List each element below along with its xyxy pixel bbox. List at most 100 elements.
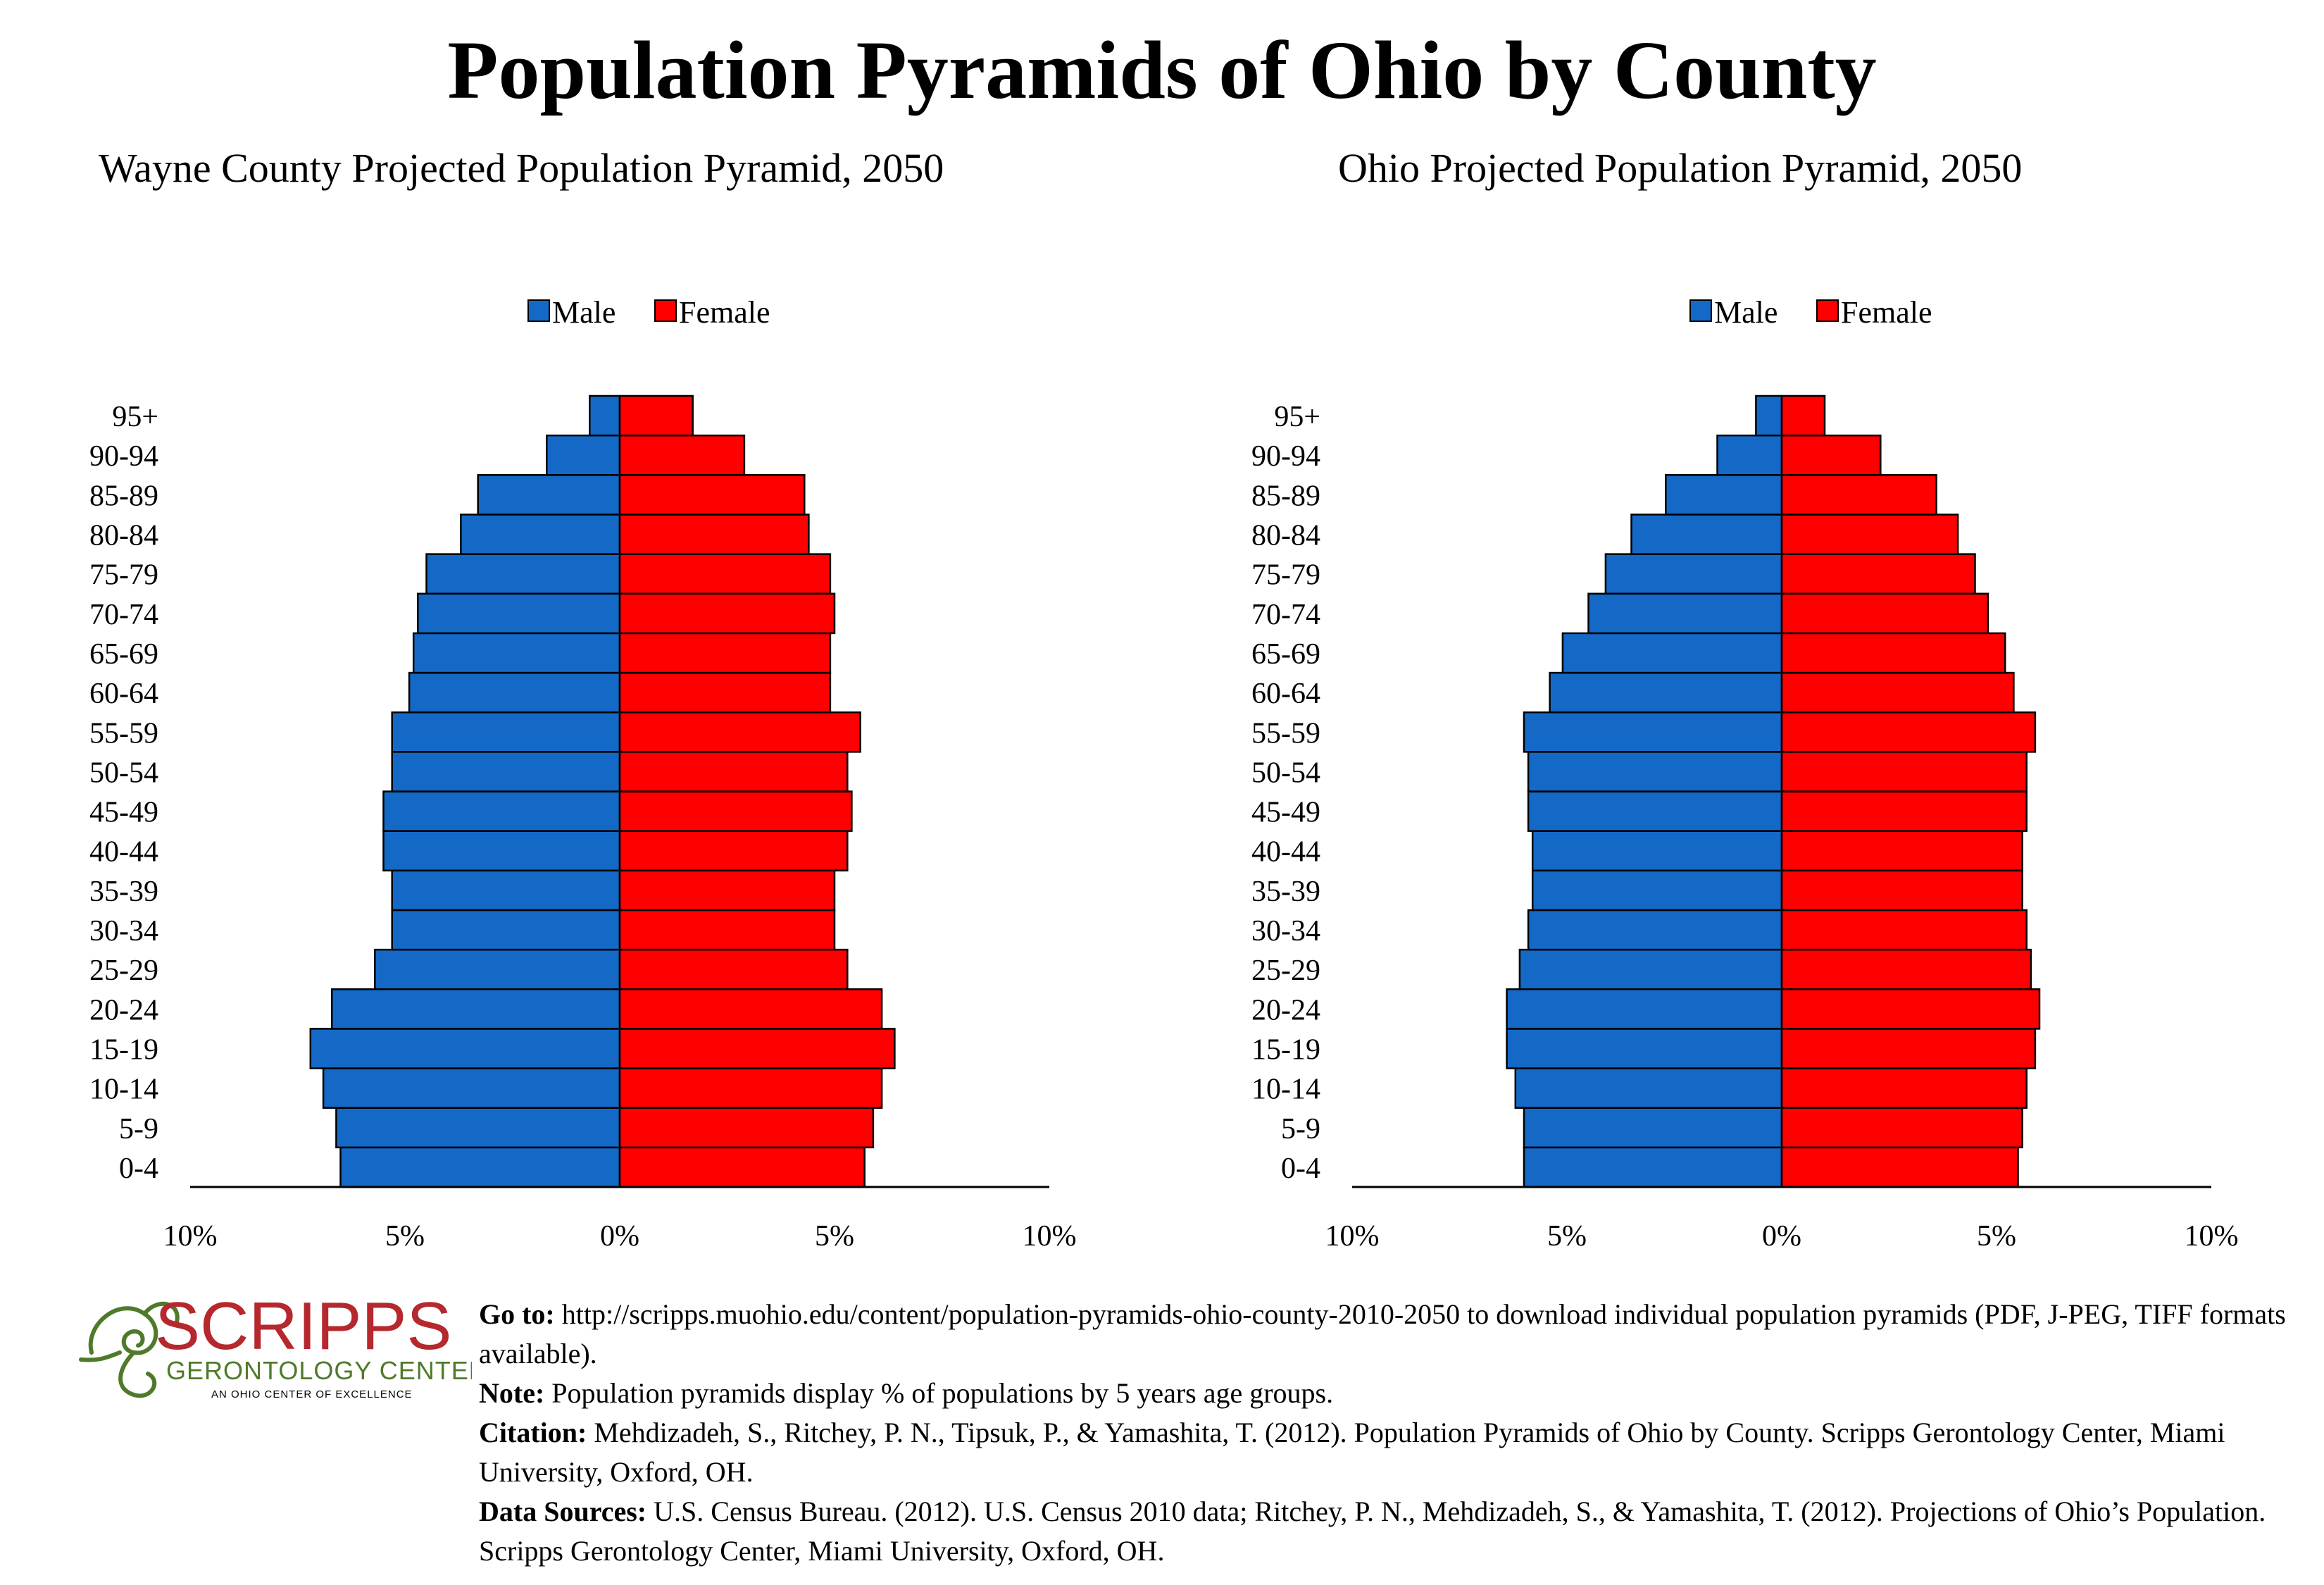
bar-male-10-14 (322, 1067, 621, 1109)
bar-female-25-29 (1780, 948, 2032, 990)
bar-male-70-74 (1587, 592, 1783, 635)
bar-female-55-59 (618, 711, 861, 753)
legend-female-label: Female (1841, 295, 1932, 330)
bar-female-0-4 (1780, 1146, 2019, 1188)
age-label: 95+ (1274, 401, 1320, 433)
x-tick-label: 5% (385, 1220, 425, 1253)
bar-female-75-79 (1780, 553, 1976, 595)
bar-female-40-44 (1780, 830, 2023, 872)
age-label: 30-34 (1251, 915, 1320, 947)
bar-male-35-39 (391, 869, 621, 912)
age-label: 15-19 (89, 1033, 158, 1066)
bar-male-35-39 (1531, 869, 1783, 912)
age-label: 40-44 (1251, 836, 1320, 869)
age-label: 80-84 (1251, 520, 1320, 552)
bar-male-60-64 (1549, 671, 1783, 714)
bar-male-80-84 (460, 514, 621, 555)
bar-male-5-9 (1523, 1107, 1783, 1149)
ohio-pyramid-chart: Ohio Projected Population Pyramid, 2050 M… (1251, 145, 2239, 1253)
age-label: 20-24 (89, 994, 158, 1026)
x-tick-label: 0% (1762, 1220, 1801, 1253)
age-label: 35-39 (89, 876, 158, 908)
legend-female-swatch (1816, 299, 1839, 322)
chart-title: Wayne County Projected Population Pyrami… (99, 145, 944, 191)
bar-female-30-34 (1780, 909, 2028, 951)
bar-male-30-34 (1527, 909, 1783, 951)
bar-male-40-44 (382, 830, 621, 872)
age-label: 80-84 (89, 520, 158, 552)
scripps-spiral-icon (79, 1301, 180, 1398)
chart-legend: Male Female (527, 295, 770, 330)
age-label: 40-44 (89, 836, 158, 869)
bar-male-85-89 (477, 474, 621, 516)
age-label: 65-69 (1251, 638, 1320, 671)
bar-male-90-94 (546, 434, 621, 476)
age-label: 65-69 (89, 638, 158, 671)
age-label: 55-59 (1251, 717, 1320, 750)
bar-female-25-29 (618, 948, 849, 990)
bar-male-90-94 (1716, 434, 1783, 476)
age-label: 10-14 (1251, 1074, 1320, 1106)
bar-female-65-69 (1780, 632, 2006, 674)
bar-female-5-9 (1780, 1107, 2023, 1149)
age-label: 0-4 (119, 1152, 158, 1185)
age-label: 50-54 (1251, 757, 1320, 789)
bar-male-0-4 (339, 1146, 621, 1188)
bar-female-40-44 (618, 830, 849, 872)
bar-male-15-19 (1506, 1028, 1783, 1069)
bar-male-95+ (589, 394, 621, 437)
footer-note-text: Population pyramids display % of populat… (551, 1377, 1334, 1409)
chart-legend: Male Female (1689, 295, 1932, 330)
bar-female-45-49 (1780, 790, 2028, 832)
legend-female-label: Female (679, 295, 770, 330)
age-label: 55-59 (89, 717, 158, 750)
footer-citation: Citation: Mehdizadeh, S., Ritchey, P. N.… (479, 1413, 2310, 1492)
bar-female-10-14 (1780, 1067, 2028, 1109)
bars (309, 394, 896, 1188)
bar-male-60-64 (408, 671, 621, 714)
bar-male-50-54 (391, 751, 621, 792)
age-label: 10-14 (89, 1074, 158, 1106)
footer-note-label: Note: (479, 1377, 545, 1409)
bar-male-25-29 (1518, 948, 1783, 990)
age-label: 25-29 (89, 955, 158, 987)
bar-male-25-29 (374, 948, 621, 990)
age-label: 60-64 (89, 678, 158, 710)
age-label: 70-74 (89, 599, 158, 631)
x-tick-label: 10% (163, 1220, 218, 1253)
bar-male-65-69 (412, 632, 621, 674)
wayne-county-pyramid-chart: Wayne County Projected Population Pyrami… (89, 145, 1077, 1253)
age-label: 50-54 (89, 757, 158, 789)
bar-female-10-14 (618, 1067, 883, 1109)
x-tick-label: 0% (600, 1220, 639, 1253)
bar-female-45-49 (618, 790, 853, 832)
age-label: 35-39 (1251, 876, 1320, 908)
age-label: 5-9 (1281, 1113, 1320, 1145)
footer-goto: Go to: http://scripps.muohio.edu/content… (479, 1295, 2310, 1374)
bar-female-35-39 (618, 869, 836, 912)
bar-female-60-64 (1780, 671, 2015, 714)
footer-goto-label: Go to: (479, 1298, 555, 1330)
scripps-logo: SCRIPPS GERONTOLOGY CENTER AN OHIO CENTE… (79, 1288, 472, 1400)
footer-sources-text: U.S. Census Bureau. (2012). U.S. Census … (479, 1496, 2266, 1567)
bar-female-20-24 (618, 988, 883, 1030)
bar-female-85-89 (1780, 474, 1937, 516)
chart-title: Ohio Projected Population Pyramid, 2050 (1338, 145, 2022, 191)
bar-female-5-9 (618, 1107, 875, 1149)
bar-male-20-24 (331, 988, 621, 1030)
age-label: 75-79 (89, 559, 158, 592)
bar-male-55-59 (1523, 711, 1783, 753)
age-label: 60-64 (1251, 678, 1320, 710)
x-tick-label: 5% (1547, 1220, 1587, 1253)
bar-male-45-49 (1527, 790, 1783, 832)
age-label: 75-79 (1251, 559, 1320, 592)
age-label: 90-94 (89, 440, 158, 473)
footer-sources: Data Sources: U.S. Census Bureau. (2012)… (479, 1492, 2310, 1571)
age-label: 45-49 (1251, 797, 1320, 829)
bar-male-75-79 (425, 553, 621, 595)
bar-female-90-94 (1780, 434, 1882, 476)
legend-female-swatch (654, 299, 677, 322)
page-title: Population Pyramids of Ohio by County (447, 24, 1877, 116)
logo-name: SCRIPPS (155, 1288, 451, 1364)
age-label: 85-89 (89, 480, 158, 512)
